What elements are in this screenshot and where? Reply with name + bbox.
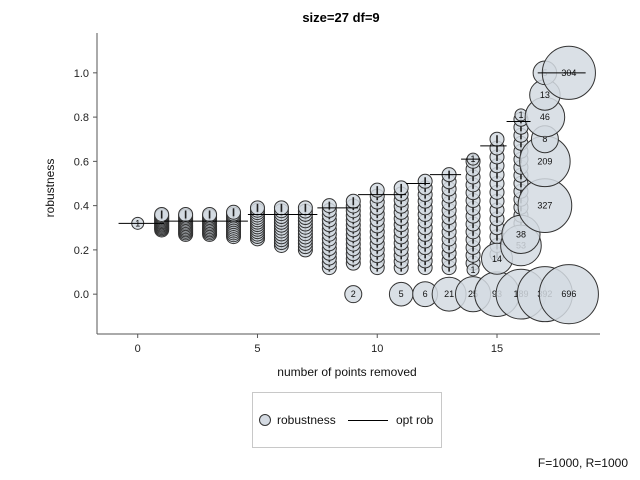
chart-title: size=27 df=9 bbox=[302, 10, 379, 25]
line-marker-icon bbox=[348, 419, 388, 421]
legend-item-robustness: robustness bbox=[259, 413, 336, 427]
legend-label-robustness: robustness bbox=[277, 413, 336, 427]
data-label: 25 bbox=[468, 289, 478, 299]
dense-bubble-columns bbox=[154, 111, 529, 276]
data-label: 209 bbox=[537, 156, 552, 166]
data-label: 2 bbox=[351, 289, 356, 299]
data-label: 46 bbox=[540, 112, 550, 122]
data-label: 696 bbox=[561, 289, 576, 299]
x-tick-label: 15 bbox=[491, 343, 503, 355]
data-point bbox=[466, 263, 480, 277]
y-tick-label: 0.6 bbox=[74, 156, 89, 168]
legend-item-opt-rob: opt rob bbox=[348, 413, 433, 427]
data-label: 1 bbox=[471, 265, 476, 275]
x-tick-label: 5 bbox=[254, 343, 260, 355]
y-tick-label: 1.0 bbox=[74, 68, 89, 80]
y-ticks: 0.0 0.2 0.4 0.6 0.8 1.0 bbox=[74, 68, 97, 301]
opt-rob-line bbox=[118, 72, 586, 224]
legend: robustness opt rob bbox=[252, 392, 442, 448]
data-point bbox=[344, 285, 363, 304]
data-label: 21 bbox=[444, 289, 454, 299]
data-label: 6 bbox=[423, 289, 428, 299]
legend-label-opt-rob: opt rob bbox=[396, 413, 434, 427]
y-tick-label: 0.2 bbox=[74, 245, 89, 257]
y-tick-label: 0.0 bbox=[74, 289, 89, 301]
x-tick-label: 0 bbox=[135, 343, 141, 355]
data-label: 5 bbox=[399, 289, 404, 299]
y-tick-label: 0.4 bbox=[74, 201, 89, 213]
x-tick-label: 10 bbox=[371, 343, 383, 355]
footer-params: F=1000, R=1000 bbox=[537, 456, 628, 470]
labeled-bubbles: 1256212511931418953381392327209846135696… bbox=[131, 45, 599, 325]
x-axis-title: number of points removed bbox=[277, 365, 416, 379]
chart: size=27 df=9 0 5 10 15 0.00.20.40.60.81.0 1… bbox=[43, 10, 600, 379]
data-label: 14 bbox=[492, 254, 502, 264]
circle-marker-icon bbox=[259, 414, 271, 426]
y-tick-label: 0.8 bbox=[74, 112, 89, 124]
data-label: 38 bbox=[516, 229, 526, 239]
data-point bbox=[538, 264, 599, 325]
data-label: 13 bbox=[540, 90, 550, 100]
data-label: 327 bbox=[537, 201, 552, 211]
y-axis-title: robustness bbox=[43, 159, 57, 218]
x-ticks: 0 5 10 15 bbox=[135, 334, 503, 355]
data-label: 1 bbox=[518, 110, 523, 120]
data-label: 8 bbox=[542, 134, 547, 144]
